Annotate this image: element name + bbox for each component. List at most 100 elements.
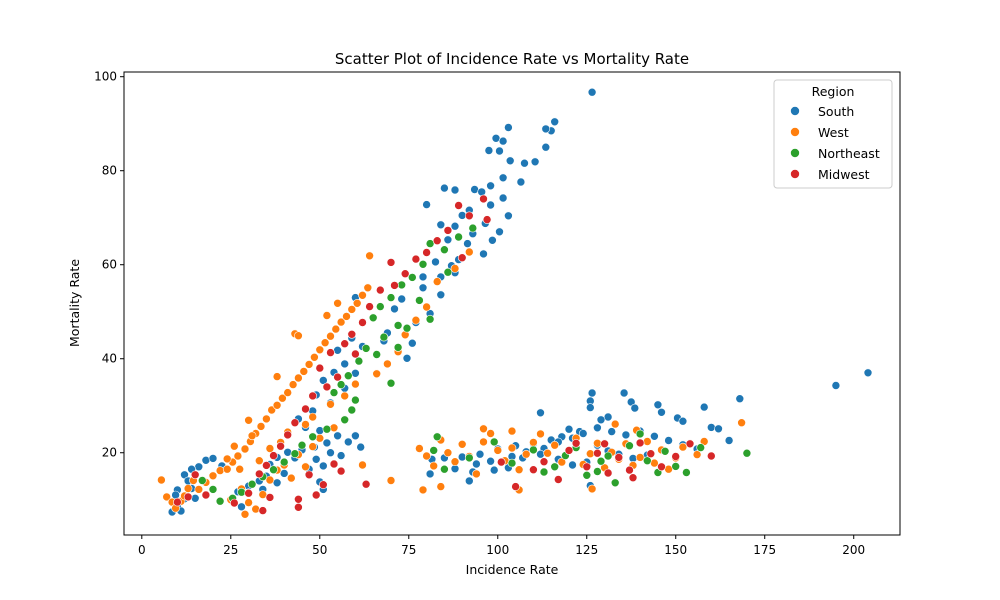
data-point — [614, 453, 624, 462]
legend-title: Region — [812, 84, 855, 99]
data-point — [621, 430, 631, 440]
x-tick-label: 125 — [575, 543, 598, 557]
data-point — [267, 405, 277, 415]
plot-frame — [123, 71, 901, 536]
data-point — [593, 423, 602, 433]
data-point — [578, 429, 588, 438]
data-point — [505, 156, 515, 166]
data-point — [536, 408, 545, 418]
data-point — [587, 388, 597, 398]
data-point — [657, 407, 666, 417]
data-point — [543, 448, 552, 458]
data-point — [436, 220, 446, 230]
data-point — [415, 444, 424, 453]
data-point — [657, 462, 666, 472]
data-point — [347, 329, 357, 339]
data-point — [351, 349, 360, 359]
data-point — [301, 404, 310, 414]
data-point — [678, 416, 688, 426]
data-point — [386, 258, 396, 267]
data-point — [425, 469, 435, 479]
data-point — [372, 369, 382, 379]
series-midwest — [173, 194, 716, 515]
data-point — [215, 496, 225, 506]
data-point — [290, 418, 300, 428]
data-point — [315, 433, 325, 443]
data-point — [342, 312, 351, 321]
data-point — [351, 368, 360, 378]
data-point — [326, 348, 335, 357]
data-point — [308, 412, 318, 422]
data-point — [336, 466, 346, 476]
data-point — [450, 221, 460, 231]
data-point — [190, 470, 200, 480]
data-point — [489, 437, 499, 447]
data-point — [596, 456, 606, 466]
data-point — [457, 211, 467, 220]
data-point — [194, 462, 204, 472]
data-point — [411, 254, 421, 264]
data-point — [301, 420, 310, 429]
data-point — [331, 324, 341, 334]
data-point — [585, 403, 595, 412]
data-point — [550, 440, 560, 450]
data-point — [230, 441, 239, 451]
data-point — [304, 360, 314, 369]
data-point — [294, 373, 303, 383]
data-point — [511, 482, 520, 491]
data-point — [486, 181, 495, 191]
data-point — [272, 478, 282, 488]
data-point — [539, 457, 549, 467]
data-point — [514, 465, 524, 475]
data-point — [706, 451, 716, 461]
data-point — [320, 338, 330, 348]
data-point — [714, 424, 723, 434]
data-point — [326, 399, 335, 409]
data-point — [440, 464, 449, 474]
data-point — [308, 442, 318, 451]
data-point — [415, 296, 424, 305]
data-point — [539, 467, 549, 477]
data-point — [336, 380, 346, 389]
data-point — [593, 448, 602, 458]
data-point — [407, 273, 417, 282]
data-point — [642, 437, 652, 446]
data-point — [429, 446, 439, 455]
y-axis: 20 40 60 80 100 — [94, 70, 124, 460]
data-point — [329, 388, 339, 397]
data-point — [311, 454, 321, 464]
data-point — [463, 239, 472, 248]
x-tick-label: 25 — [223, 543, 238, 557]
data-point — [375, 285, 385, 295]
data-point — [653, 400, 663, 410]
data-point — [635, 438, 645, 448]
data-point — [386, 293, 396, 302]
data-point — [479, 194, 488, 204]
data-point — [311, 490, 321, 500]
data-point — [402, 323, 412, 333]
data-point — [432, 432, 442, 442]
data-point — [183, 492, 193, 502]
x-axis: 0 25 50 75 100 125 150 175 200 — [138, 535, 865, 557]
data-point — [831, 381, 841, 390]
x-axis-label: Incidence Rate — [466, 562, 559, 577]
data-point — [571, 438, 581, 448]
data-point — [564, 424, 574, 434]
data-point — [650, 431, 659, 441]
data-point — [201, 455, 211, 465]
data-point — [183, 484, 193, 493]
data-point — [222, 464, 232, 474]
data-point — [486, 200, 495, 210]
legend-items: South West Northeast Midwest — [790, 104, 880, 182]
data-point — [279, 457, 289, 467]
data-point — [372, 350, 382, 359]
data-point — [333, 372, 342, 382]
data-point — [208, 485, 218, 494]
legend-box — [773, 79, 893, 189]
data-point — [215, 466, 225, 475]
data-point — [443, 226, 453, 235]
data-point — [625, 465, 634, 475]
data-point — [351, 431, 360, 441]
data-point — [582, 462, 592, 472]
data-point — [294, 331, 303, 341]
